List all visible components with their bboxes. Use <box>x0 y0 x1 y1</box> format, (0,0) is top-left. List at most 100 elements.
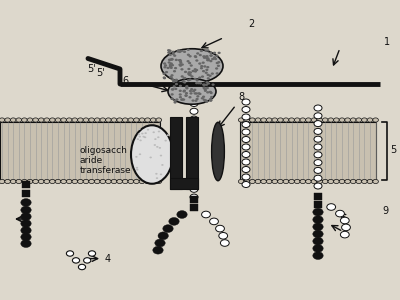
Circle shape <box>182 90 186 93</box>
Circle shape <box>139 179 145 184</box>
Circle shape <box>44 118 50 122</box>
Circle shape <box>21 240 31 248</box>
Circle shape <box>289 179 294 184</box>
Circle shape <box>158 130 160 132</box>
Circle shape <box>111 179 117 184</box>
Circle shape <box>208 74 212 77</box>
Circle shape <box>190 108 198 114</box>
Circle shape <box>314 183 322 189</box>
Circle shape <box>242 152 250 158</box>
Circle shape <box>213 56 216 58</box>
Circle shape <box>180 98 183 101</box>
Circle shape <box>181 98 184 101</box>
Circle shape <box>72 118 78 122</box>
Circle shape <box>190 132 198 138</box>
Circle shape <box>209 52 212 54</box>
Circle shape <box>5 179 10 184</box>
Circle shape <box>168 61 171 64</box>
Circle shape <box>214 58 217 60</box>
Circle shape <box>313 252 323 260</box>
Circle shape <box>169 66 172 68</box>
Circle shape <box>313 230 323 238</box>
Circle shape <box>202 83 205 86</box>
Circle shape <box>190 92 193 94</box>
Circle shape <box>44 179 50 184</box>
Circle shape <box>195 59 198 62</box>
Circle shape <box>171 88 174 91</box>
Circle shape <box>72 258 80 263</box>
Circle shape <box>266 179 272 184</box>
Circle shape <box>78 179 83 184</box>
Circle shape <box>238 179 244 184</box>
Circle shape <box>185 85 188 88</box>
Circle shape <box>187 54 190 56</box>
Circle shape <box>141 133 144 134</box>
Circle shape <box>169 218 179 225</box>
Circle shape <box>100 179 106 184</box>
Circle shape <box>177 211 187 218</box>
Circle shape <box>350 179 356 184</box>
Circle shape <box>261 118 266 122</box>
Circle shape <box>172 53 175 55</box>
Circle shape <box>83 118 89 122</box>
Circle shape <box>272 118 278 122</box>
Circle shape <box>170 58 174 61</box>
Circle shape <box>242 136 250 142</box>
Circle shape <box>196 52 199 55</box>
Circle shape <box>306 179 311 184</box>
Circle shape <box>187 73 190 75</box>
Circle shape <box>117 118 122 122</box>
Circle shape <box>198 62 201 65</box>
Circle shape <box>157 136 160 138</box>
Circle shape <box>27 118 33 122</box>
Text: 2: 2 <box>248 19 254 29</box>
Circle shape <box>193 88 196 91</box>
Circle shape <box>160 173 162 175</box>
Circle shape <box>16 118 22 122</box>
Circle shape <box>21 199 31 206</box>
Circle shape <box>160 155 162 157</box>
Bar <box>314 201 322 208</box>
Circle shape <box>89 118 94 122</box>
Circle shape <box>190 194 198 200</box>
Circle shape <box>173 80 176 82</box>
Circle shape <box>200 65 203 68</box>
Circle shape <box>169 58 172 61</box>
Circle shape <box>72 179 78 184</box>
Circle shape <box>174 88 178 90</box>
Circle shape <box>194 56 197 58</box>
Circle shape <box>169 65 172 67</box>
Circle shape <box>306 118 311 122</box>
Circle shape <box>170 74 174 76</box>
Circle shape <box>188 96 192 98</box>
Circle shape <box>159 147 161 149</box>
Circle shape <box>150 179 156 184</box>
Circle shape <box>362 118 367 122</box>
Circle shape <box>211 58 214 60</box>
Circle shape <box>192 70 195 72</box>
Circle shape <box>33 179 38 184</box>
Circle shape <box>179 64 182 67</box>
Text: 1: 1 <box>384 37 390 47</box>
Circle shape <box>174 101 177 104</box>
Circle shape <box>156 179 162 184</box>
Circle shape <box>327 204 336 210</box>
Circle shape <box>209 91 212 93</box>
Circle shape <box>78 264 86 270</box>
Circle shape <box>334 118 339 122</box>
Circle shape <box>135 156 138 158</box>
Circle shape <box>242 167 250 172</box>
Circle shape <box>339 179 345 184</box>
Circle shape <box>216 72 219 75</box>
Circle shape <box>185 87 188 89</box>
Circle shape <box>186 60 190 62</box>
Circle shape <box>162 73 166 75</box>
Circle shape <box>178 51 181 53</box>
Circle shape <box>242 174 250 180</box>
Circle shape <box>55 179 61 184</box>
Circle shape <box>203 56 206 59</box>
Circle shape <box>106 118 111 122</box>
Circle shape <box>204 90 207 92</box>
Circle shape <box>196 79 199 82</box>
Circle shape <box>314 113 322 119</box>
